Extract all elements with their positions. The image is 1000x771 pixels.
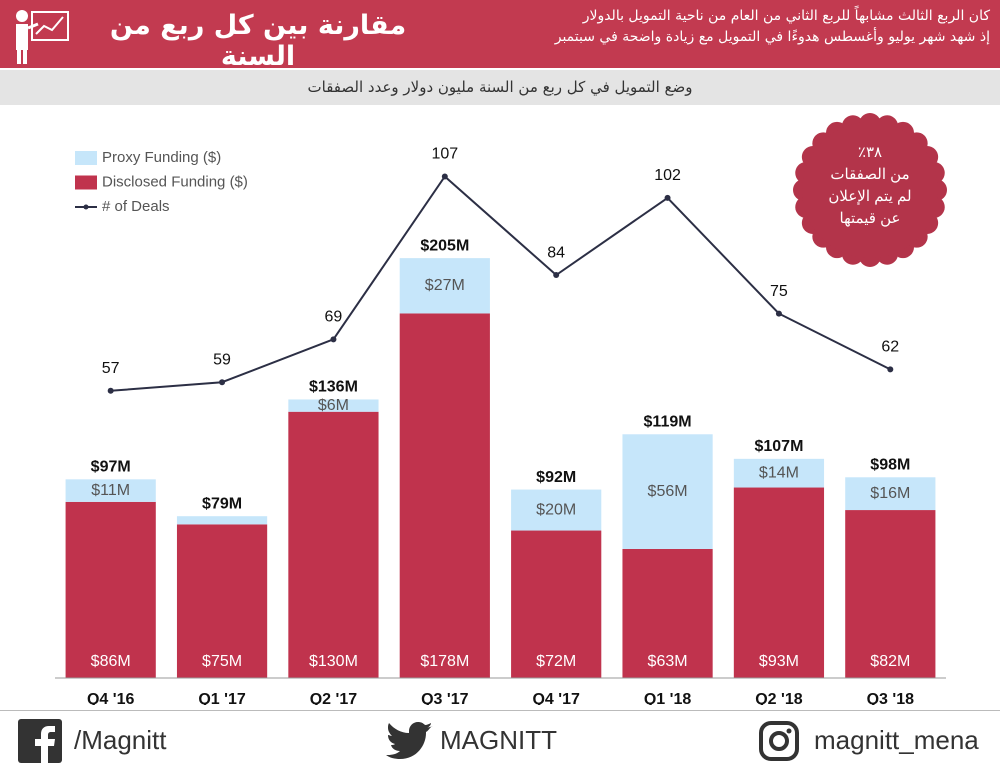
chart-title-bar: وضع التمويل في كل ربع من السنة مليون دول… xyxy=(0,70,1000,105)
x-tick-label: Q4 '16 xyxy=(87,691,134,705)
subtitle-line: كان الربع الثالث مشابهاً للربع الثاني من… xyxy=(582,8,990,24)
bar-segment xyxy=(399,313,490,678)
badge xyxy=(802,122,938,258)
bar-segment xyxy=(288,399,379,412)
deals-label: 62 xyxy=(881,339,899,356)
subtitle-line: إذ شهد شهر يوليو وأغسطس هدوءًا في التموي… xyxy=(554,29,990,45)
badge-text: عن قيمتها xyxy=(840,210,901,227)
value-label: $75M xyxy=(202,653,242,670)
badge-text: لم يتم الإعلان xyxy=(828,188,911,205)
value-label: $14M xyxy=(759,464,799,481)
value-label: $27M xyxy=(425,277,465,294)
deals-point xyxy=(219,379,226,386)
subtitle: كان الربع الثالث مشابهاً للربع الثاني من… xyxy=(450,6,990,48)
bar-segment xyxy=(845,477,936,511)
x-tick-label: Q4 '17 xyxy=(532,691,579,705)
bar-segment xyxy=(845,510,936,678)
bar-segment xyxy=(511,530,602,678)
value-label: $11M xyxy=(91,482,130,499)
deals-point xyxy=(441,173,448,180)
total-label: $136M xyxy=(309,379,358,396)
twitter-icon xyxy=(386,722,433,759)
bar-segment xyxy=(65,501,156,678)
legend-label: # of Deals xyxy=(102,198,170,215)
deals-point xyxy=(107,387,114,394)
chart: $86M $75M $130M $178M $72M $63M $93M $82M $11M $6… xyxy=(55,113,947,705)
badge-text: من الصفقات xyxy=(830,166,909,183)
value-label: $16M xyxy=(870,485,910,502)
bar-segment xyxy=(511,489,602,531)
value-label: $82M xyxy=(870,653,910,670)
legend-label: Proxy Funding ($) xyxy=(102,149,221,166)
value-label: $178M xyxy=(420,653,469,670)
legend-marker xyxy=(83,204,89,210)
header: مقارنة بين كل ربع من السنة كان الربع الث… xyxy=(0,0,1000,72)
deals-label: 75 xyxy=(770,283,788,300)
total-label: $119M xyxy=(644,413,692,430)
x-tick-label: Q2 '17 xyxy=(310,691,357,705)
deals-point xyxy=(553,272,560,279)
total-label: $92M xyxy=(536,469,576,486)
deals-label: 102 xyxy=(654,167,681,184)
value-label: $6M xyxy=(318,397,349,414)
legend-swatch xyxy=(75,175,97,190)
facebook-handle: /Magnitt xyxy=(74,725,167,755)
total-label: $79M xyxy=(202,495,242,512)
x-tick-label: Q1 '18 xyxy=(644,691,691,705)
presenter-icon xyxy=(16,10,69,64)
bar-segment xyxy=(176,516,268,525)
value-label: $56M xyxy=(648,483,688,500)
bar-segment xyxy=(288,411,379,678)
chart-title: وضع التمويل في كل ربع من السنة مليون دول… xyxy=(307,78,693,96)
instagram-icon xyxy=(759,721,799,761)
badge-text: ٣٨٪ xyxy=(858,144,882,161)
x-tick-label: Q1 '17 xyxy=(198,691,245,705)
facebook-icon xyxy=(18,719,62,763)
bar-segment xyxy=(733,458,825,488)
value-label: $63M xyxy=(648,653,688,670)
bar-segment xyxy=(176,524,268,678)
title: مقارنة بين كل ربع من السنة xyxy=(109,10,407,72)
bar-segment xyxy=(622,434,713,549)
total-label: $97M xyxy=(91,459,131,476)
value-label: $93M xyxy=(759,653,799,670)
deals-point xyxy=(887,366,894,373)
deals-point xyxy=(775,310,782,317)
legend-swatch xyxy=(75,151,97,165)
value-label: $20M xyxy=(536,501,576,518)
x-tick-label: Q2 '18 xyxy=(755,691,802,705)
footer: /Magnitt MAGNITT magnitt_mena xyxy=(0,710,1000,771)
total-label: $205M xyxy=(420,237,469,254)
value-label: $86M xyxy=(91,653,131,670)
value-label: $130M xyxy=(309,653,358,670)
bar-segment xyxy=(622,548,713,678)
bar-segment xyxy=(733,487,825,678)
total-label: $98M xyxy=(870,457,910,474)
legend-label: Disclosed Funding ($) xyxy=(102,173,248,190)
deals-label: 59 xyxy=(213,351,231,368)
deals-point xyxy=(664,194,671,201)
instagram-handle: magnitt_mena xyxy=(814,725,979,755)
value-label: $72M xyxy=(536,653,576,670)
deals-label: 107 xyxy=(431,146,458,163)
deals-label: 69 xyxy=(325,309,343,326)
deals-point xyxy=(330,336,337,343)
x-tick-label: Q3 '17 xyxy=(421,691,468,705)
twitter-handle: MAGNITT xyxy=(440,725,557,755)
total-label: $107M xyxy=(754,438,803,455)
bar-segment xyxy=(399,258,490,314)
deals-label: 84 xyxy=(547,244,565,261)
deals-label: 57 xyxy=(102,360,120,377)
x-tick-label: Q3 '18 xyxy=(867,691,914,705)
deals-line xyxy=(110,174,891,392)
bar-segment xyxy=(65,479,156,502)
